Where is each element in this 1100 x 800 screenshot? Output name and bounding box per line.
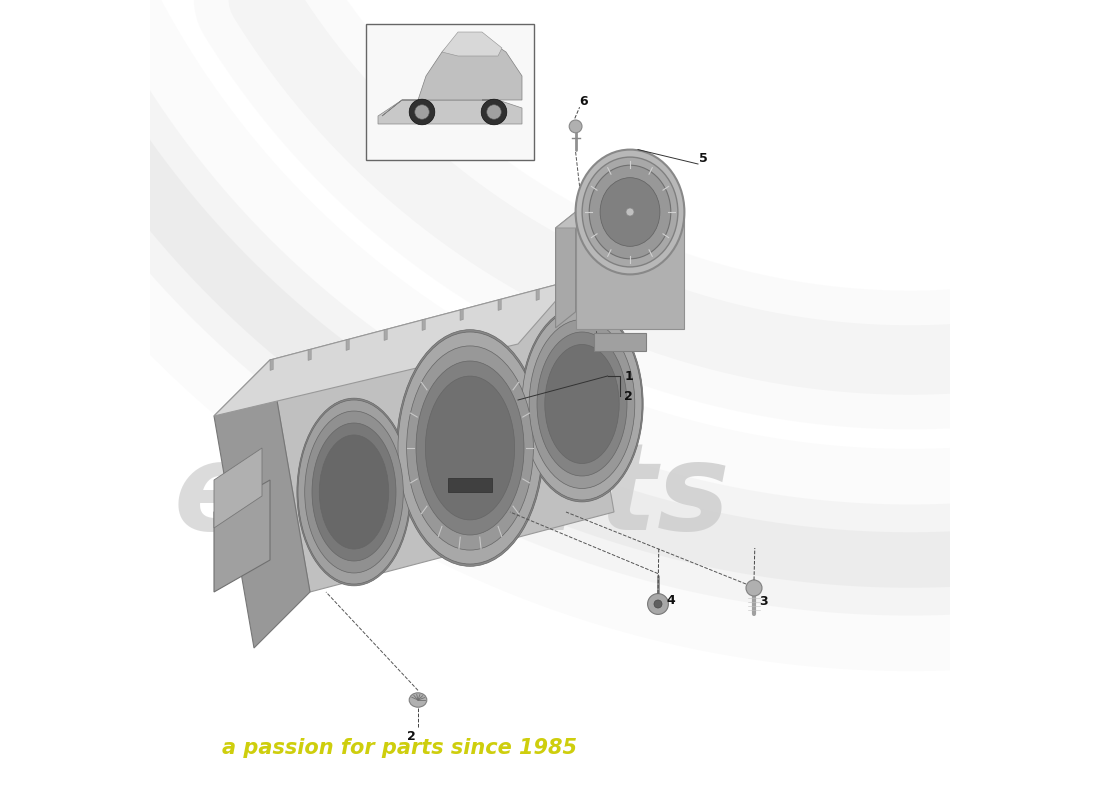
Ellipse shape	[319, 435, 388, 549]
Ellipse shape	[297, 398, 411, 586]
Ellipse shape	[582, 157, 678, 267]
Polygon shape	[308, 349, 311, 360]
Ellipse shape	[520, 306, 644, 502]
Ellipse shape	[298, 400, 410, 584]
Circle shape	[409, 99, 434, 125]
Polygon shape	[498, 299, 502, 310]
Polygon shape	[214, 280, 574, 416]
Polygon shape	[556, 212, 684, 228]
Polygon shape	[270, 359, 273, 370]
Ellipse shape	[601, 178, 660, 246]
Circle shape	[654, 600, 662, 608]
Text: 4: 4	[666, 594, 674, 606]
Polygon shape	[214, 360, 310, 648]
Ellipse shape	[575, 150, 684, 274]
Ellipse shape	[312, 423, 396, 561]
Circle shape	[569, 120, 582, 133]
Ellipse shape	[537, 332, 627, 476]
Ellipse shape	[522, 308, 642, 500]
Bar	[366, 24, 534, 160]
Polygon shape	[574, 279, 578, 290]
Polygon shape	[214, 448, 262, 528]
Text: 6: 6	[580, 95, 588, 108]
Ellipse shape	[407, 346, 534, 550]
Bar	[448, 478, 492, 492]
Polygon shape	[382, 36, 522, 116]
Polygon shape	[536, 289, 539, 300]
Ellipse shape	[305, 411, 404, 573]
Text: 3: 3	[760, 595, 768, 608]
Text: euro: euro	[174, 438, 488, 554]
Polygon shape	[594, 333, 646, 351]
Ellipse shape	[544, 345, 619, 463]
Polygon shape	[346, 339, 349, 350]
Polygon shape	[556, 212, 575, 328]
Ellipse shape	[398, 332, 542, 564]
Text: 1: 1	[625, 370, 634, 382]
Circle shape	[626, 208, 634, 216]
Circle shape	[415, 105, 429, 119]
Text: 2: 2	[407, 730, 416, 742]
Ellipse shape	[590, 166, 671, 258]
Ellipse shape	[409, 693, 427, 707]
Polygon shape	[384, 330, 387, 341]
Polygon shape	[575, 216, 684, 329]
Polygon shape	[270, 280, 614, 592]
Polygon shape	[378, 100, 522, 124]
Ellipse shape	[416, 361, 524, 535]
Circle shape	[481, 99, 507, 125]
Polygon shape	[422, 319, 426, 330]
Polygon shape	[460, 309, 463, 320]
Polygon shape	[214, 480, 270, 592]
Text: 5: 5	[698, 152, 707, 165]
Ellipse shape	[397, 330, 543, 566]
Polygon shape	[442, 32, 502, 56]
Circle shape	[746, 580, 762, 596]
Text: Parts: Parts	[374, 438, 729, 554]
Text: a passion for parts since 1985: a passion for parts since 1985	[222, 738, 578, 758]
Circle shape	[648, 594, 669, 614]
Text: 2: 2	[625, 390, 634, 402]
Ellipse shape	[529, 319, 635, 489]
Ellipse shape	[426, 376, 515, 520]
Circle shape	[487, 105, 502, 119]
